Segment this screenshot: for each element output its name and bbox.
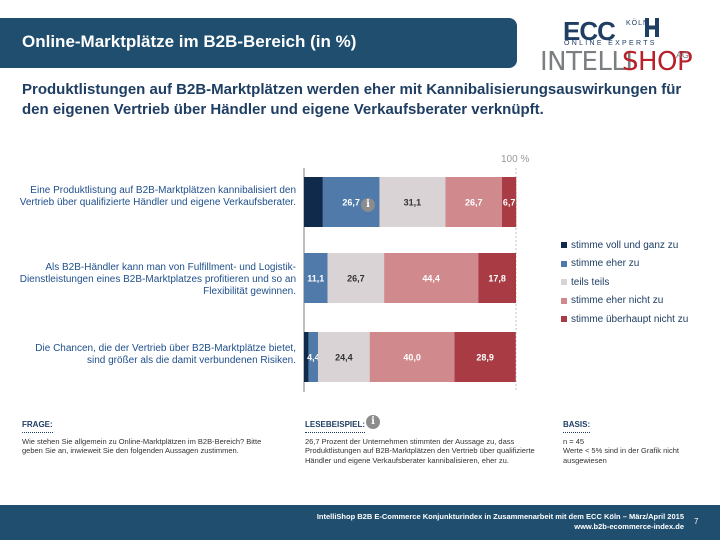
legend-item: stimme eher nicht zu	[561, 292, 688, 311]
example-text: 26,7 Prozent der Unternehmen stimmten de…	[305, 436, 535, 465]
legend-swatch	[561, 297, 567, 304]
ecc-logo-tagline: ONLINE EXPERTS	[564, 40, 657, 47]
question-block: FRAGE: Wie stehen Sie allgemein zu Onlin…	[22, 420, 272, 456]
bar-value-label: 31,1	[404, 198, 422, 208]
bar-segment	[304, 253, 328, 303]
legend-label: stimme voll und ganz zu	[571, 239, 679, 251]
page-title: Online-Marktplätze im B2B-Bereich (in %)	[22, 32, 357, 51]
intellishop-logo-ag: AG	[676, 50, 690, 60]
bar-segment	[445, 177, 503, 227]
bar-value-label: 4,4	[307, 353, 320, 363]
bar-value-label: 17,8	[488, 274, 506, 284]
legend-label: teils teils	[571, 276, 610, 288]
info-icon: i	[361, 198, 375, 212]
bar-segment	[327, 253, 385, 303]
category-label: Die Chancen, die der Vertrieb über B2B-M…	[35, 343, 296, 366]
bar-segment	[454, 332, 516, 382]
question-text: Wie stehen Sie allgemein zu Online-Markt…	[22, 436, 262, 456]
bar-value-label: 26,7	[465, 198, 483, 208]
category-label: Als B2B-Händler kann man von Fulfillment…	[19, 262, 296, 297]
bar-segment	[308, 332, 318, 382]
bar-value-label: 26,7	[347, 274, 365, 284]
ecc-logo-text: ECC	[563, 16, 616, 46]
bar-segment	[317, 332, 370, 382]
bar-value-label: 28,9	[476, 353, 494, 363]
basis-n: n = 45	[563, 436, 585, 446]
question-heading: FRAGE:	[22, 420, 53, 433]
legend-label: stimme überhaupt nicht zu	[571, 313, 689, 325]
bar-value-label: 26,7	[342, 198, 360, 208]
basis-note: Werte < 5% sind in der Grafik nicht ausg…	[563, 446, 679, 465]
legend-label: stimme eher zu	[571, 258, 640, 270]
basis-heading: BASIS:	[563, 420, 591, 433]
ecc-logo-city: KÖLN	[626, 20, 650, 27]
bar-segment	[304, 177, 323, 227]
bar-value-label: 40,0	[403, 353, 421, 363]
bar-segment	[478, 253, 516, 303]
axis-max-label: 100 %	[501, 154, 530, 165]
legend-swatch	[561, 316, 567, 323]
legend-item: stimme überhaupt nicht zu	[561, 310, 688, 329]
legend-swatch	[561, 260, 567, 267]
bar-segment	[379, 177, 446, 227]
bar-value-label: 6,7	[503, 198, 516, 208]
page-number: 7	[694, 517, 699, 526]
example-heading: LESEBEISPIEL:	[305, 420, 366, 433]
info-icon: i	[366, 415, 380, 429]
legend-swatch	[561, 242, 567, 249]
category-label: Eine Produktlistung auf B2B-Marktplätzen…	[19, 185, 296, 208]
legend-swatch	[561, 279, 567, 286]
footer-credit: IntelliShop B2B E-Commerce Konjunkturind…	[316, 512, 684, 521]
bar-segment	[502, 177, 517, 227]
bar-value-label: 24,4	[335, 353, 353, 363]
bar-segment	[369, 332, 455, 382]
intellishop-logo-part1: INTELLI	[540, 47, 633, 77]
bar-segment	[304, 332, 309, 382]
ecc-logo-mark-icon	[645, 18, 659, 37]
legend-item: stimme voll und ganz zu	[561, 236, 688, 255]
bar-value-label: 11,1	[307, 274, 324, 284]
chart-legend: stimme voll und ganz zu stimme eher zu t…	[561, 236, 688, 329]
footer-bar: IntelliShop B2B E-Commerce Konjunkturind…	[0, 505, 720, 540]
legend-item: teils teils	[561, 273, 688, 292]
bar-value-label: 44,4	[422, 274, 440, 284]
basis-block: BASIS: n = 45 Werte < 5% sind in der Gra…	[563, 420, 703, 465]
footer-url[interactable]: www.b2b-ecommerce-index.de	[574, 522, 684, 531]
page-subtitle: Produktlistungen auf B2B-Marktplätzen we…	[22, 81, 682, 118]
intellishop-logo-part2: SHOP	[622, 47, 693, 77]
legend-label: stimme eher nicht zu	[571, 295, 664, 307]
example-block: LESEBEISPIEL: 26,7 Prozent der Unternehm…	[305, 420, 535, 465]
title-bar: Online-Marktplätze im B2B-Bereich (in %)	[0, 18, 517, 68]
bar-segment	[384, 253, 479, 303]
legend-item: stimme eher zu	[561, 255, 688, 274]
